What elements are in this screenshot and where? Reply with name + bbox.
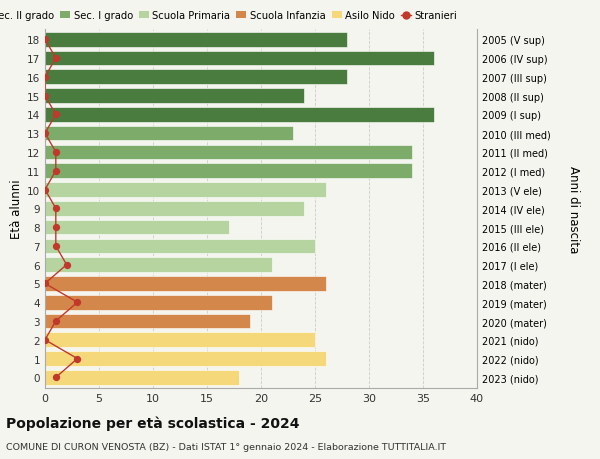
Y-axis label: Anni di nascita: Anni di nascita <box>567 165 580 252</box>
Bar <box>45 352 326 366</box>
Point <box>73 355 82 363</box>
Point <box>62 262 71 269</box>
Point <box>73 299 82 306</box>
Point <box>40 93 50 100</box>
Text: Popolazione per età scolastica - 2024: Popolazione per età scolastica - 2024 <box>6 415 299 430</box>
Bar <box>45 276 326 291</box>
Bar <box>45 220 229 235</box>
Bar <box>45 70 347 85</box>
Legend: Sec. II grado, Sec. I grado, Scuola Primaria, Scuola Infanzia, Asilo Nido, Stran: Sec. II grado, Sec. I grado, Scuola Prim… <box>0 11 457 21</box>
Bar <box>45 33 347 47</box>
Point <box>51 168 61 175</box>
Bar <box>45 51 434 66</box>
Point <box>40 186 50 194</box>
Bar <box>45 183 326 197</box>
Bar <box>45 127 293 141</box>
Bar <box>45 89 304 104</box>
Point <box>40 74 50 81</box>
Bar <box>45 333 315 347</box>
Point <box>40 36 50 44</box>
Bar <box>45 295 272 310</box>
Point <box>51 224 61 231</box>
Bar <box>45 314 250 329</box>
Bar <box>45 258 272 272</box>
Point <box>51 149 61 156</box>
Text: COMUNE DI CURON VENOSTA (BZ) - Dati ISTAT 1° gennaio 2024 - Elaborazione TUTTITA: COMUNE DI CURON VENOSTA (BZ) - Dati ISTA… <box>6 442 446 451</box>
Point <box>40 280 50 287</box>
Point <box>51 374 61 381</box>
Point <box>40 336 50 344</box>
Point <box>51 112 61 119</box>
Bar <box>45 164 412 179</box>
Point <box>51 205 61 213</box>
Point <box>51 243 61 250</box>
Bar <box>45 108 434 123</box>
Point <box>51 55 61 62</box>
Y-axis label: Età alunni: Età alunni <box>10 179 23 239</box>
Point <box>51 318 61 325</box>
Bar <box>45 239 315 254</box>
Bar <box>45 146 412 160</box>
Bar <box>45 202 304 216</box>
Bar <box>45 370 239 385</box>
Point <box>40 130 50 138</box>
